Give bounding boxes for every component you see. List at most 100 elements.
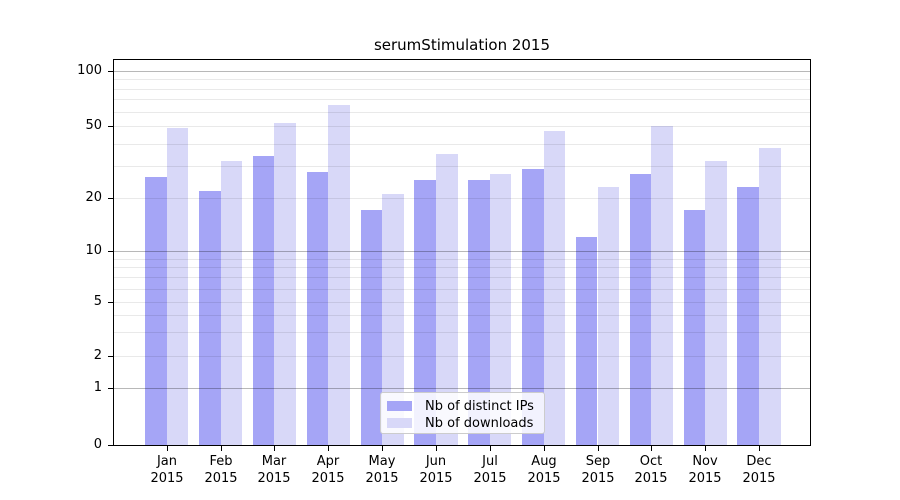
x-tick-label: May 2015 — [352, 453, 412, 487]
minor-gridline — [113, 277, 811, 278]
bar-nb-of-downloads-sep — [597, 187, 620, 445]
x-tick-month: Mar — [261, 454, 287, 469]
minor-gridline — [113, 302, 811, 303]
minor-gridline — [113, 144, 811, 145]
minor-gridline — [113, 166, 811, 167]
bar-nb-of-downloads-jul — [489, 174, 512, 445]
x-tick-month: Jan — [156, 454, 178, 469]
x-tick-label: Nov 2015 — [675, 453, 735, 487]
x-tick-year: 2015 — [634, 471, 668, 486]
bar-nb-of-downloads-apr — [328, 105, 350, 445]
chart-title: serumStimulation 2015 — [373, 36, 551, 54]
x-tick-label: Jan 2015 — [137, 453, 197, 487]
x-tick-year: 2015 — [688, 471, 722, 486]
x-tick-year: 2015 — [742, 471, 776, 486]
minor-gridline — [113, 259, 811, 260]
y-tick-label: 0 — [93, 437, 102, 452]
x-tick-label: Apr 2015 — [298, 453, 358, 487]
bar-nb-of-downloads-jun — [435, 154, 458, 445]
plot-border — [113, 59, 811, 446]
y-tick-mark — [108, 388, 113, 389]
bar-nb-of-distinct-ips-sep — [575, 237, 598, 445]
x-tick-month: May — [368, 454, 396, 469]
bar-nb-of-distinct-ips-mar — [252, 156, 275, 445]
bar-nb-of-downloads-nov — [705, 161, 727, 445]
bar-nb-of-distinct-ips-apr — [306, 171, 329, 445]
x-tick-year: 2015 — [473, 471, 507, 486]
major-gridline — [113, 251, 811, 252]
minor-gridline — [113, 99, 811, 100]
x-tick-mark — [598, 446, 599, 451]
legend-item-label: Nb of distinct IPs — [425, 398, 534, 414]
x-tick-mark — [705, 446, 706, 451]
legend-item: Nb of distinct IPs — [387, 398, 536, 414]
y-tick-mark — [108, 198, 113, 199]
x-tick-label: Dec 2015 — [729, 453, 789, 487]
x-tick-month: Feb — [209, 454, 233, 469]
y-tick-mark — [108, 126, 113, 127]
x-tick-mark — [759, 446, 760, 451]
x-tick-month: Apr — [316, 454, 340, 469]
x-tick-year: 2015 — [311, 471, 345, 486]
bar-nb-of-distinct-ips-jan — [145, 177, 167, 445]
minor-gridline — [113, 315, 811, 316]
x-tick-mark — [221, 446, 222, 451]
bar-nb-of-distinct-ips-oct — [629, 174, 652, 445]
bar-nb-of-downloads-feb — [220, 161, 243, 445]
x-tick-mark — [651, 446, 652, 451]
x-tick-mark — [544, 446, 545, 451]
minor-gridline — [113, 356, 811, 357]
x-tick-label: Jun 2015 — [406, 453, 466, 487]
x-tick-month: Nov — [692, 454, 718, 469]
y-tick-mark — [108, 302, 113, 303]
x-tick-label: Aug 2015 — [514, 453, 574, 487]
x-tick-month: Sep — [585, 454, 611, 469]
x-tick-mark — [328, 446, 329, 451]
x-tick-month: Jun — [425, 454, 447, 469]
legend-swatch — [387, 401, 412, 411]
minor-gridline — [113, 267, 811, 268]
y-tick-label: 10 — [85, 243, 102, 258]
y-tick-mark — [108, 251, 113, 252]
x-tick-month: Aug — [531, 454, 557, 469]
minor-gridline — [113, 289, 811, 290]
bar-nb-of-downloads-dec — [759, 147, 781, 445]
x-tick-label: Sep 2015 — [568, 453, 628, 487]
bar-nb-of-distinct-ips-feb — [198, 190, 221, 445]
minor-gridline — [113, 126, 811, 127]
legend-item-label: Nb of downloads — [425, 415, 534, 431]
bar-nb-of-distinct-ips-may — [360, 210, 383, 445]
x-tick-month: Oct — [639, 454, 663, 469]
x-tick-year: 2015 — [257, 471, 291, 486]
x-tick-mark — [382, 446, 383, 451]
x-tick-mark — [490, 446, 491, 451]
bar-nb-of-downloads-aug — [543, 130, 566, 445]
x-tick-year: 2015 — [581, 471, 615, 486]
x-tick-mark — [274, 446, 275, 451]
y-tick-label: 1 — [93, 380, 102, 395]
bar-nb-of-distinct-ips-aug — [522, 168, 544, 445]
y-tick-mark — [108, 356, 113, 357]
bar-nb-of-distinct-ips-dec — [737, 187, 760, 445]
major-gridline — [113, 388, 811, 389]
bar-nb-of-downloads-mar — [274, 122, 296, 445]
y-tick-label: 50 — [85, 118, 102, 133]
x-tick-year: 2015 — [419, 471, 453, 486]
minor-gridline — [113, 89, 811, 90]
bar-nb-of-distinct-ips-jul — [468, 180, 490, 445]
x-tick-label: Mar 2015 — [244, 453, 304, 487]
x-tick-year: 2015 — [150, 471, 184, 486]
x-tick-label: Jul 2015 — [460, 453, 520, 487]
x-tick-year: 2015 — [204, 471, 238, 486]
x-tick-label: Oct 2015 — [621, 453, 681, 487]
legend-item: Nb of downloads — [387, 415, 536, 431]
y-tick-label: 2 — [93, 348, 102, 363]
bar-nb-of-downloads-oct — [651, 126, 673, 445]
y-tick-label: 5 — [93, 294, 102, 309]
bar-nb-of-downloads-may — [382, 194, 404, 445]
bar-nb-of-distinct-ips-nov — [683, 210, 706, 445]
y-tick-mark — [108, 445, 113, 446]
minor-gridline — [113, 332, 811, 333]
major-gridline — [113, 71, 811, 72]
